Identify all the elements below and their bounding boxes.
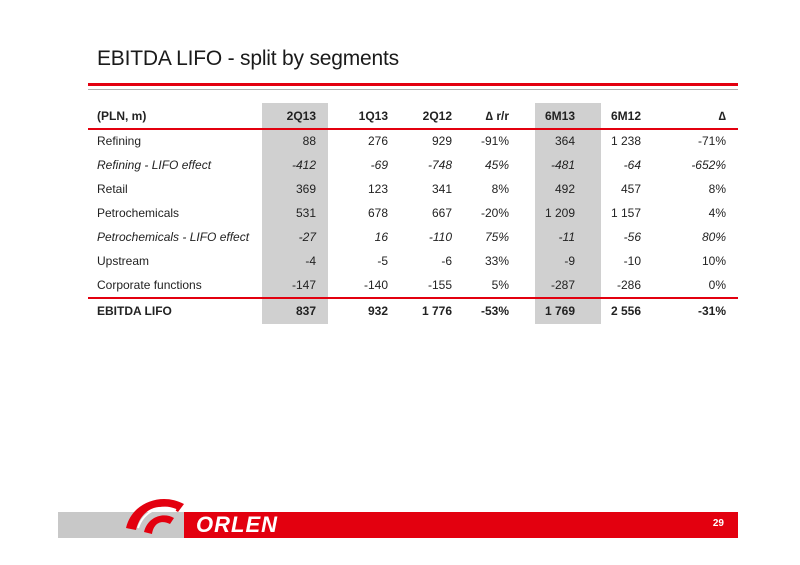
cell-delta: 0% bbox=[708, 278, 726, 292]
cell-6m13: -9 bbox=[564, 254, 575, 268]
cell-2q13: -412 bbox=[291, 158, 316, 172]
cell-2q12: -110 bbox=[428, 230, 452, 244]
row-label: Upstream bbox=[97, 254, 150, 268]
cell-2q12: -6 bbox=[441, 254, 452, 268]
title-grey-rule bbox=[88, 89, 738, 90]
table-row: Corporate functions -147 -140 -155 5% -287 -28… bbox=[88, 273, 738, 297]
header-6m12: 6M12 bbox=[610, 109, 641, 123]
cell-delta-rr: -20% bbox=[480, 206, 509, 220]
title-red-rule bbox=[88, 83, 738, 86]
header-delta: ∆ bbox=[718, 109, 726, 123]
cell-delta: 80% bbox=[701, 230, 726, 244]
header-2q12: 2Q12 bbox=[422, 109, 452, 123]
orlen-eagle-logo-icon bbox=[126, 498, 184, 534]
cell-2q13: -27 bbox=[298, 230, 316, 244]
cell-delta-rr: -53% bbox=[480, 303, 509, 318]
table-row: Petrochemicals 531 678 667 -20% 1 209 1 157 4% bbox=[88, 201, 738, 225]
table-row: Retail 369 123 341 8% 492 457 8% bbox=[88, 177, 738, 201]
cell-2q12: 667 bbox=[431, 206, 452, 220]
cell-2q12: -748 bbox=[427, 158, 452, 172]
cell-delta-rr: 75% bbox=[484, 230, 509, 244]
cell-delta: -652% bbox=[691, 158, 726, 172]
row-label: Petrochemicals - LIFO effect bbox=[97, 230, 250, 244]
cell-delta: -71% bbox=[697, 134, 726, 148]
segments-table: (PLN, m) 2Q13 1Q13 2Q12 ∆ r/r 6M13 6M12 … bbox=[88, 103, 738, 324]
cell-delta: 10% bbox=[701, 254, 726, 268]
row-label: EBITDA LIFO bbox=[97, 303, 172, 318]
cell-1q13: -5 bbox=[377, 254, 388, 268]
page-title: EBITDA LIFO - split by segments bbox=[97, 47, 399, 70]
cell-delta-rr: -91% bbox=[480, 134, 509, 148]
cell-6m12: 1 157 bbox=[610, 206, 641, 220]
cell-6m13: 1 209 bbox=[544, 206, 575, 220]
row-label: Retail bbox=[97, 182, 128, 196]
cell-6m12: 2 556 bbox=[610, 303, 641, 318]
cell-2q12: 1 776 bbox=[421, 303, 452, 318]
cell-delta-rr: 5% bbox=[491, 278, 509, 292]
cell-2q12: 929 bbox=[431, 134, 452, 148]
cell-2q13: 837 bbox=[295, 303, 316, 318]
cell-delta-rr: 45% bbox=[484, 158, 509, 172]
cell-2q12: -155 bbox=[427, 278, 452, 292]
cell-1q13: 932 bbox=[367, 303, 388, 318]
cell-6m13: 492 bbox=[554, 182, 575, 196]
cell-delta: 8% bbox=[708, 182, 726, 196]
cell-6m12: 1 238 bbox=[610, 134, 641, 148]
shade-col-2q13 bbox=[262, 103, 328, 324]
header-1q13: 1Q13 bbox=[358, 109, 388, 123]
orlen-logo-text: ORLEN bbox=[196, 512, 278, 537]
cell-delta: 4% bbox=[708, 206, 726, 220]
cell-6m12: 457 bbox=[620, 182, 641, 196]
cell-2q13: -147 bbox=[291, 278, 316, 292]
cell-6m12: -286 bbox=[616, 278, 641, 292]
table-row: Upstream -4 -5 -6 33% -9 -10 10% bbox=[88, 249, 738, 273]
cell-2q13: 88 bbox=[302, 134, 316, 148]
header-delta-rr: ∆ r/r bbox=[485, 109, 509, 123]
cell-delta-rr: 33% bbox=[484, 254, 509, 268]
cell-6m13: -11 bbox=[558, 230, 575, 244]
cell-6m13: 364 bbox=[554, 134, 575, 148]
cell-1q13: 276 bbox=[367, 134, 388, 148]
row-label: Refining bbox=[97, 134, 142, 148]
total-red-rule bbox=[88, 297, 738, 299]
cell-1q13: 16 bbox=[374, 230, 388, 244]
cell-6m12: -64 bbox=[623, 158, 641, 172]
table-row: Petrochemicals - LIFO effect -27 16 -110 75%… bbox=[88, 225, 738, 249]
header-unit: (PLN, m) bbox=[97, 109, 147, 123]
footer-red-band bbox=[184, 512, 738, 538]
cell-2q13: -4 bbox=[305, 254, 316, 268]
cell-6m13: 1 769 bbox=[544, 303, 575, 318]
header-6m13: 6M13 bbox=[544, 109, 575, 123]
cell-delta-rr: 8% bbox=[491, 182, 509, 196]
cell-1q13: 123 bbox=[367, 182, 388, 196]
cell-6m12: -56 bbox=[623, 230, 641, 244]
shade-col-6m13 bbox=[535, 103, 601, 324]
row-label: Petrochemicals bbox=[97, 206, 180, 220]
table-header-row: (PLN, m) 2Q13 1Q13 2Q12 ∆ r/r 6M13 6M12 … bbox=[88, 103, 738, 129]
cell-6m12: -10 bbox=[623, 254, 641, 268]
cell-2q12: 341 bbox=[431, 182, 452, 196]
cell-delta: -31% bbox=[697, 303, 726, 318]
row-label: Corporate functions bbox=[97, 278, 202, 292]
table-row: Refining - LIFO effect -412 -69 -748 45% -481… bbox=[88, 153, 738, 177]
cell-2q13: 531 bbox=[295, 206, 316, 220]
table-total-row: EBITDA LIFO 837 932 1 776 -53% 1 769 2 556 -31% bbox=[88, 297, 738, 324]
cell-1q13: -140 bbox=[363, 278, 388, 292]
cell-1q13: -69 bbox=[370, 158, 388, 172]
cell-6m13: -287 bbox=[550, 278, 575, 292]
row-label: Refining - LIFO effect bbox=[97, 158, 212, 172]
cell-1q13: 678 bbox=[367, 206, 388, 220]
header-2q13: 2Q13 bbox=[286, 109, 316, 123]
cell-6m13: -481 bbox=[550, 158, 575, 172]
cell-2q13: 369 bbox=[295, 182, 316, 196]
header-red-rule bbox=[88, 128, 738, 130]
table-row: Refining 88 276 929 -91% 364 1 238 -71% bbox=[88, 129, 738, 153]
page-number: 29 bbox=[712, 518, 724, 529]
